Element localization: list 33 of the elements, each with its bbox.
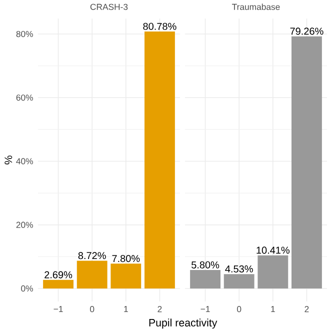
x-tick-label: 1 bbox=[271, 306, 275, 312]
x-tick-label: −1 bbox=[54, 306, 63, 312]
bar bbox=[43, 280, 74, 288]
x-tick-label: 0 bbox=[90, 306, 94, 312]
data-label: 10.41% bbox=[256, 246, 290, 254]
data-label: 4.53% bbox=[225, 265, 253, 272]
chart-title: CRASH-3 bbox=[90, 4, 128, 10]
x-tick-label: 0 bbox=[237, 306, 242, 312]
x-tick-label: −1 bbox=[200, 306, 210, 312]
y-tick-label: 0% bbox=[21, 285, 33, 292]
data-label: 5.80% bbox=[192, 261, 220, 268]
bar bbox=[110, 264, 142, 288]
bar bbox=[292, 36, 322, 288]
chart-title: Traumabase bbox=[232, 4, 280, 10]
y-tick-label: 60% bbox=[16, 94, 33, 101]
y-tick-label: 40% bbox=[16, 158, 33, 164]
bar bbox=[76, 260, 108, 288]
bar bbox=[190, 270, 220, 288]
data-label: 8.72% bbox=[78, 252, 106, 260]
bar bbox=[144, 32, 175, 288]
x-tick-label: 2 bbox=[304, 306, 309, 312]
data-label: 80.78% bbox=[143, 22, 176, 30]
y-tick-label: 80% bbox=[16, 30, 33, 38]
bar bbox=[224, 274, 254, 288]
data-label: 79.26% bbox=[290, 28, 324, 35]
x-tick-label: 1 bbox=[124, 306, 128, 312]
data-label: 2.69% bbox=[44, 271, 72, 278]
y-tick-label: 20% bbox=[16, 222, 33, 228]
data-label: 7.80% bbox=[112, 254, 140, 262]
x-axis-title: Pupil reactivity bbox=[149, 318, 218, 329]
y-axis-title: % bbox=[4, 156, 12, 164]
bar bbox=[258, 255, 288, 288]
x-tick-label: 2 bbox=[158, 306, 162, 312]
